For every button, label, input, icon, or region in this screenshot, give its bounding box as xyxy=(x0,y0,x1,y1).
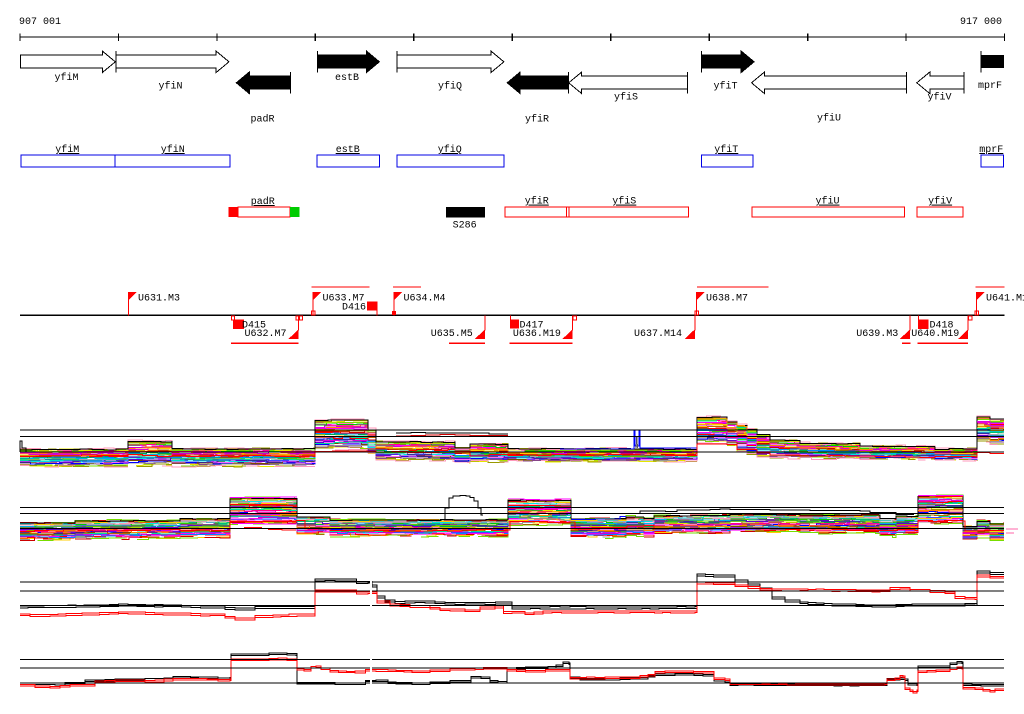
svg-text:padR: padR xyxy=(250,114,274,126)
svg-text:yfiS: yfiS xyxy=(614,92,638,104)
svg-text:yfiU: yfiU xyxy=(817,113,841,125)
svg-text:U638.M7: U638.M7 xyxy=(706,294,748,305)
svg-text:U637.M14: U637.M14 xyxy=(634,329,682,340)
svg-text:S286: S286 xyxy=(453,221,477,232)
svg-text:estB: estB xyxy=(336,145,360,156)
svg-text:U634.M4: U634.M4 xyxy=(404,294,446,305)
svg-text:yfiV: yfiV xyxy=(928,196,952,208)
svg-text:yfiQ: yfiQ xyxy=(438,144,462,156)
svg-text:907 001: 907 001 xyxy=(19,17,61,28)
svg-text:D418: D418 xyxy=(930,321,954,332)
svg-text:D415: D415 xyxy=(242,321,266,332)
svg-text:yfiU: yfiU xyxy=(815,196,839,208)
svg-text:estB: estB xyxy=(335,73,359,84)
svg-text:U636.M19: U636.M19 xyxy=(513,329,561,340)
svg-text:yfiS: yfiS xyxy=(612,196,636,208)
svg-text:U633.M7: U633.M7 xyxy=(323,294,365,305)
svg-text:U641.M1: U641.M1 xyxy=(986,294,1024,305)
svg-text:yfiV: yfiV xyxy=(927,92,951,104)
svg-text:mprF: mprF xyxy=(978,81,1002,92)
svg-text:U640.M19: U640.M19 xyxy=(911,329,959,340)
svg-text:U631.M3: U631.M3 xyxy=(138,294,180,305)
svg-text:U639.M3: U639.M3 xyxy=(856,329,898,340)
svg-text:yfiM: yfiM xyxy=(55,144,79,156)
svg-text:yfiT: yfiT xyxy=(714,144,738,156)
svg-text:yfiN: yfiN xyxy=(158,81,182,93)
svg-text:yfiR: yfiR xyxy=(525,196,549,208)
svg-text:yfiQ: yfiQ xyxy=(438,81,462,93)
svg-text:padR: padR xyxy=(251,196,275,208)
svg-text:U632.M7: U632.M7 xyxy=(245,329,287,340)
svg-text:D417: D417 xyxy=(520,321,544,332)
svg-text:mprF: mprF xyxy=(979,145,1003,156)
svg-text:yfiM: yfiM xyxy=(54,72,78,84)
svg-text:917 000: 917 000 xyxy=(960,17,1002,28)
svg-text:U635.M5: U635.M5 xyxy=(431,329,473,340)
svg-text:yfiR: yfiR xyxy=(525,114,549,126)
svg-text:yfiT: yfiT xyxy=(713,81,737,93)
svg-text:yfiN: yfiN xyxy=(161,144,185,156)
svg-text:D416: D416 xyxy=(342,302,366,313)
